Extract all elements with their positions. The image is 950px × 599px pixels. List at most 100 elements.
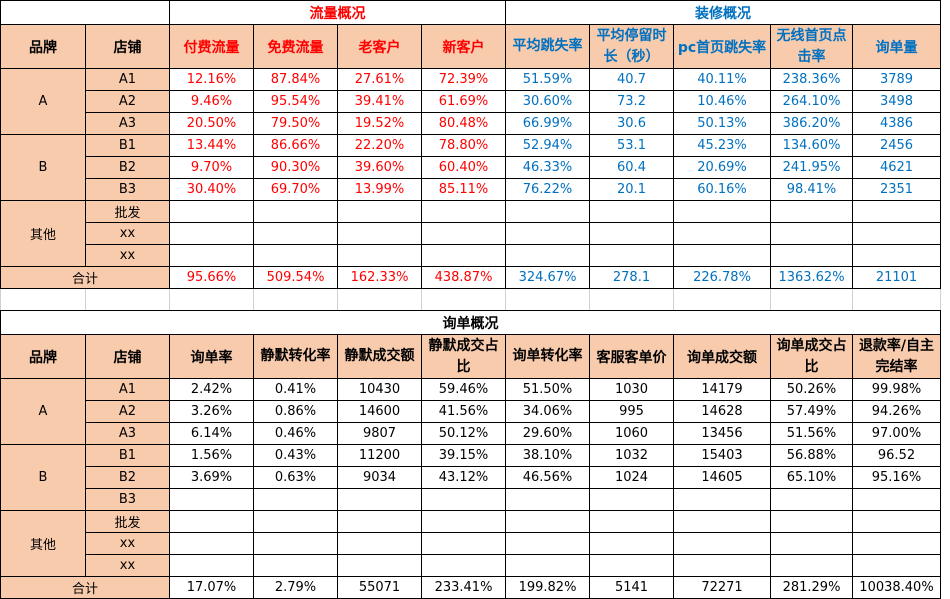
data-cell: 238.36% (770, 68, 853, 91)
data-cell (589, 532, 674, 555)
data-cell (505, 488, 590, 511)
data-cell: 90.30% (253, 156, 338, 179)
spacer-cell (0, 288, 86, 311)
spacer-cell (673, 288, 771, 311)
data-cell: 30.60% (505, 90, 590, 113)
data-cell: 11200 (337, 444, 422, 467)
data-cell (421, 532, 506, 555)
data-cell: 4621 (852, 156, 941, 179)
spacer-cell (85, 288, 170, 311)
data-cell: 60.16% (673, 178, 771, 201)
data-cell (337, 532, 422, 555)
data-cell (770, 510, 853, 533)
data-cell (589, 244, 674, 267)
table-row: 其他 批发 (0, 510, 941, 577)
table-row: A A1 2.42% 0.41% 10430 59.46% 51.50% 1030 14179 5… (0, 378, 941, 445)
data-cell (169, 488, 254, 511)
data-cell (337, 244, 422, 267)
data-cell (337, 510, 422, 533)
total-cell: 55071 (337, 576, 422, 599)
data-cell (253, 532, 338, 555)
total-cell: 162.33% (337, 266, 422, 289)
data-cell: 43.12% (421, 466, 506, 489)
data-cell: 60.4 (589, 156, 674, 179)
data-cell (421, 488, 506, 511)
data-cell: 46.33% (505, 156, 590, 179)
header-avg-stay: 平均停留时长（秒） (589, 24, 674, 69)
data-cell: 1060 (589, 422, 674, 445)
data-cell: 39.60% (337, 156, 422, 179)
data-cell: 94.26% (852, 400, 941, 423)
data-cell: 3789 (852, 68, 941, 91)
header-inquiry-amount: 询单成交额 (673, 334, 771, 379)
data-cell: 96.52 (852, 444, 941, 467)
table-row: A3 6.14% 0.46% 9807 50.12% 29.60% 1060 13456 51.… (1, 422, 941, 445)
data-cell: 9.70% (169, 156, 254, 179)
header-inquiry-share: 询单成交占比 (770, 334, 853, 379)
data-cell: 2351 (852, 178, 941, 201)
data-cell (589, 222, 674, 245)
data-cell: 46.56% (505, 466, 590, 489)
data-cell: 1024 (589, 466, 674, 489)
total-cell: 17.07% (169, 576, 254, 599)
data-cell (770, 200, 853, 223)
data-cell (337, 554, 422, 577)
data-cell (505, 200, 590, 223)
data-cell (505, 222, 590, 245)
data-cell (337, 488, 422, 511)
total-cell: 10038.40% (852, 576, 941, 599)
data-cell: 264.10% (770, 90, 853, 113)
table-row: B3 30.40% 69.70% 13.99% 85.11% 76.22% 20.1 60.1… (1, 178, 941, 201)
data-cell: 78.80% (421, 134, 506, 157)
data-cell: 59.46% (421, 378, 506, 401)
data-cell (770, 554, 853, 577)
data-cell: 29.60% (505, 422, 590, 445)
header-brand: 品牌 (0, 334, 86, 379)
data-cell: 14179 (673, 378, 771, 401)
data-cell: 1030 (589, 378, 674, 401)
data-cell (673, 554, 771, 577)
data-cell: 0.63% (253, 466, 338, 489)
table-row: xx (1, 222, 941, 245)
data-cell: 20.1 (589, 178, 674, 201)
data-cell (253, 222, 338, 245)
total-cell: 2.79% (253, 576, 338, 599)
spacer-cell (421, 288, 506, 311)
table-row: A A1 12.16% 87.84% 27.61% 72.39% 51.59% 40.7 40.… (0, 68, 941, 135)
data-cell (505, 244, 590, 267)
data-cell: 50.12% (421, 422, 506, 445)
total-cell: 21101 (852, 266, 941, 289)
data-cell: 66.99% (505, 112, 590, 135)
data-cell: 14600 (337, 400, 422, 423)
flow-overview-title: 流量概况 (169, 0, 506, 25)
brand-cell: 其他 (0, 510, 86, 577)
data-cell: 9034 (337, 466, 422, 489)
data-cell: 10430 (337, 378, 422, 401)
header-store: 店铺 (85, 334, 170, 379)
spacer-cell (169, 288, 254, 311)
total-label: 合计 (0, 576, 170, 599)
header-brand: 品牌 (0, 24, 86, 69)
data-cell (337, 222, 422, 245)
data-cell: 0.43% (253, 444, 338, 467)
spacer-cell (253, 288, 338, 311)
brand-cell: A (0, 378, 86, 445)
brand-cell: 其他 (0, 200, 86, 267)
header-silent-conv: 静默转化率 (253, 334, 338, 379)
data-cell (852, 222, 941, 245)
inquiry-table: 询单概况 品牌 店铺 询单率 静默转化率 静默成交额 静默成交占比 询单转化率 … (0, 310, 941, 599)
data-cell (852, 532, 941, 555)
data-cell: 39.41% (337, 90, 422, 113)
data-cell (852, 200, 941, 223)
data-cell: 134.60% (770, 134, 853, 157)
data-cell: 41.56% (421, 400, 506, 423)
table-row: xx (1, 244, 941, 267)
data-cell: 13456 (673, 422, 771, 445)
data-cell: 51.50% (505, 378, 590, 401)
header-new-customer: 新客户 (421, 24, 506, 69)
data-cell (852, 510, 941, 533)
table-row: B B1 1.56% 0.43% 11200 39.15% 38.10% 1032 15403 5… (0, 444, 941, 511)
store-cell: B2 (85, 466, 170, 489)
store-cell: xx (85, 554, 170, 577)
brand-cell: B (0, 444, 86, 511)
